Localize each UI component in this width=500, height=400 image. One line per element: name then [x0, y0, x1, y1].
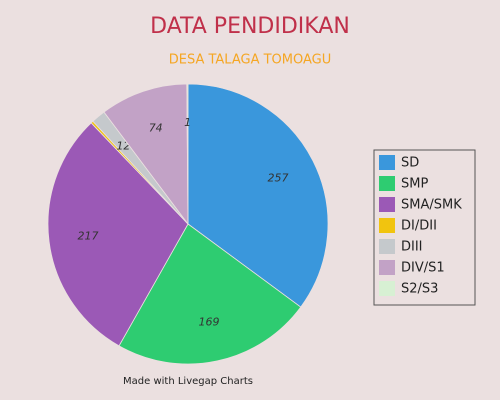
- chart-title: DATA PENDIDIKAN: [150, 14, 350, 39]
- legend-label: DI/DII: [401, 219, 437, 234]
- legend-swatch: [379, 239, 395, 254]
- pie-slice: [103, 83, 189, 226]
- legend-label: SD: [401, 156, 419, 171]
- legend-label: SMP: [401, 177, 428, 192]
- data-label: 1: [184, 116, 191, 129]
- credit: Made with Livegap Charts: [123, 376, 253, 387]
- chart-subtitle: DESA TALAGA TOMOAGU: [169, 53, 332, 68]
- data-label: 74: [149, 122, 163, 135]
- data-label: 217: [77, 230, 98, 243]
- pie-slice: [186, 83, 189, 225]
- legend-swatch: [379, 155, 395, 170]
- legend-swatch: [379, 260, 395, 275]
- legend-box: [373, 149, 476, 306]
- pie-slice: [47, 122, 189, 347]
- legend-label: SMA/SMK: [401, 198, 462, 213]
- data-label: 169: [199, 316, 220, 329]
- pie-slice: [118, 223, 302, 365]
- legend-label: DIII: [401, 240, 423, 255]
- data-label: 257: [267, 172, 288, 185]
- legend-label: S2/S3: [401, 282, 438, 297]
- legend-swatch: [379, 176, 395, 191]
- pie-slice: [187, 83, 329, 308]
- legend-swatch: [379, 218, 395, 233]
- legend-swatch: [379, 197, 395, 212]
- legend-label: DIV/S1: [401, 261, 445, 276]
- legend-swatch: [379, 281, 395, 296]
